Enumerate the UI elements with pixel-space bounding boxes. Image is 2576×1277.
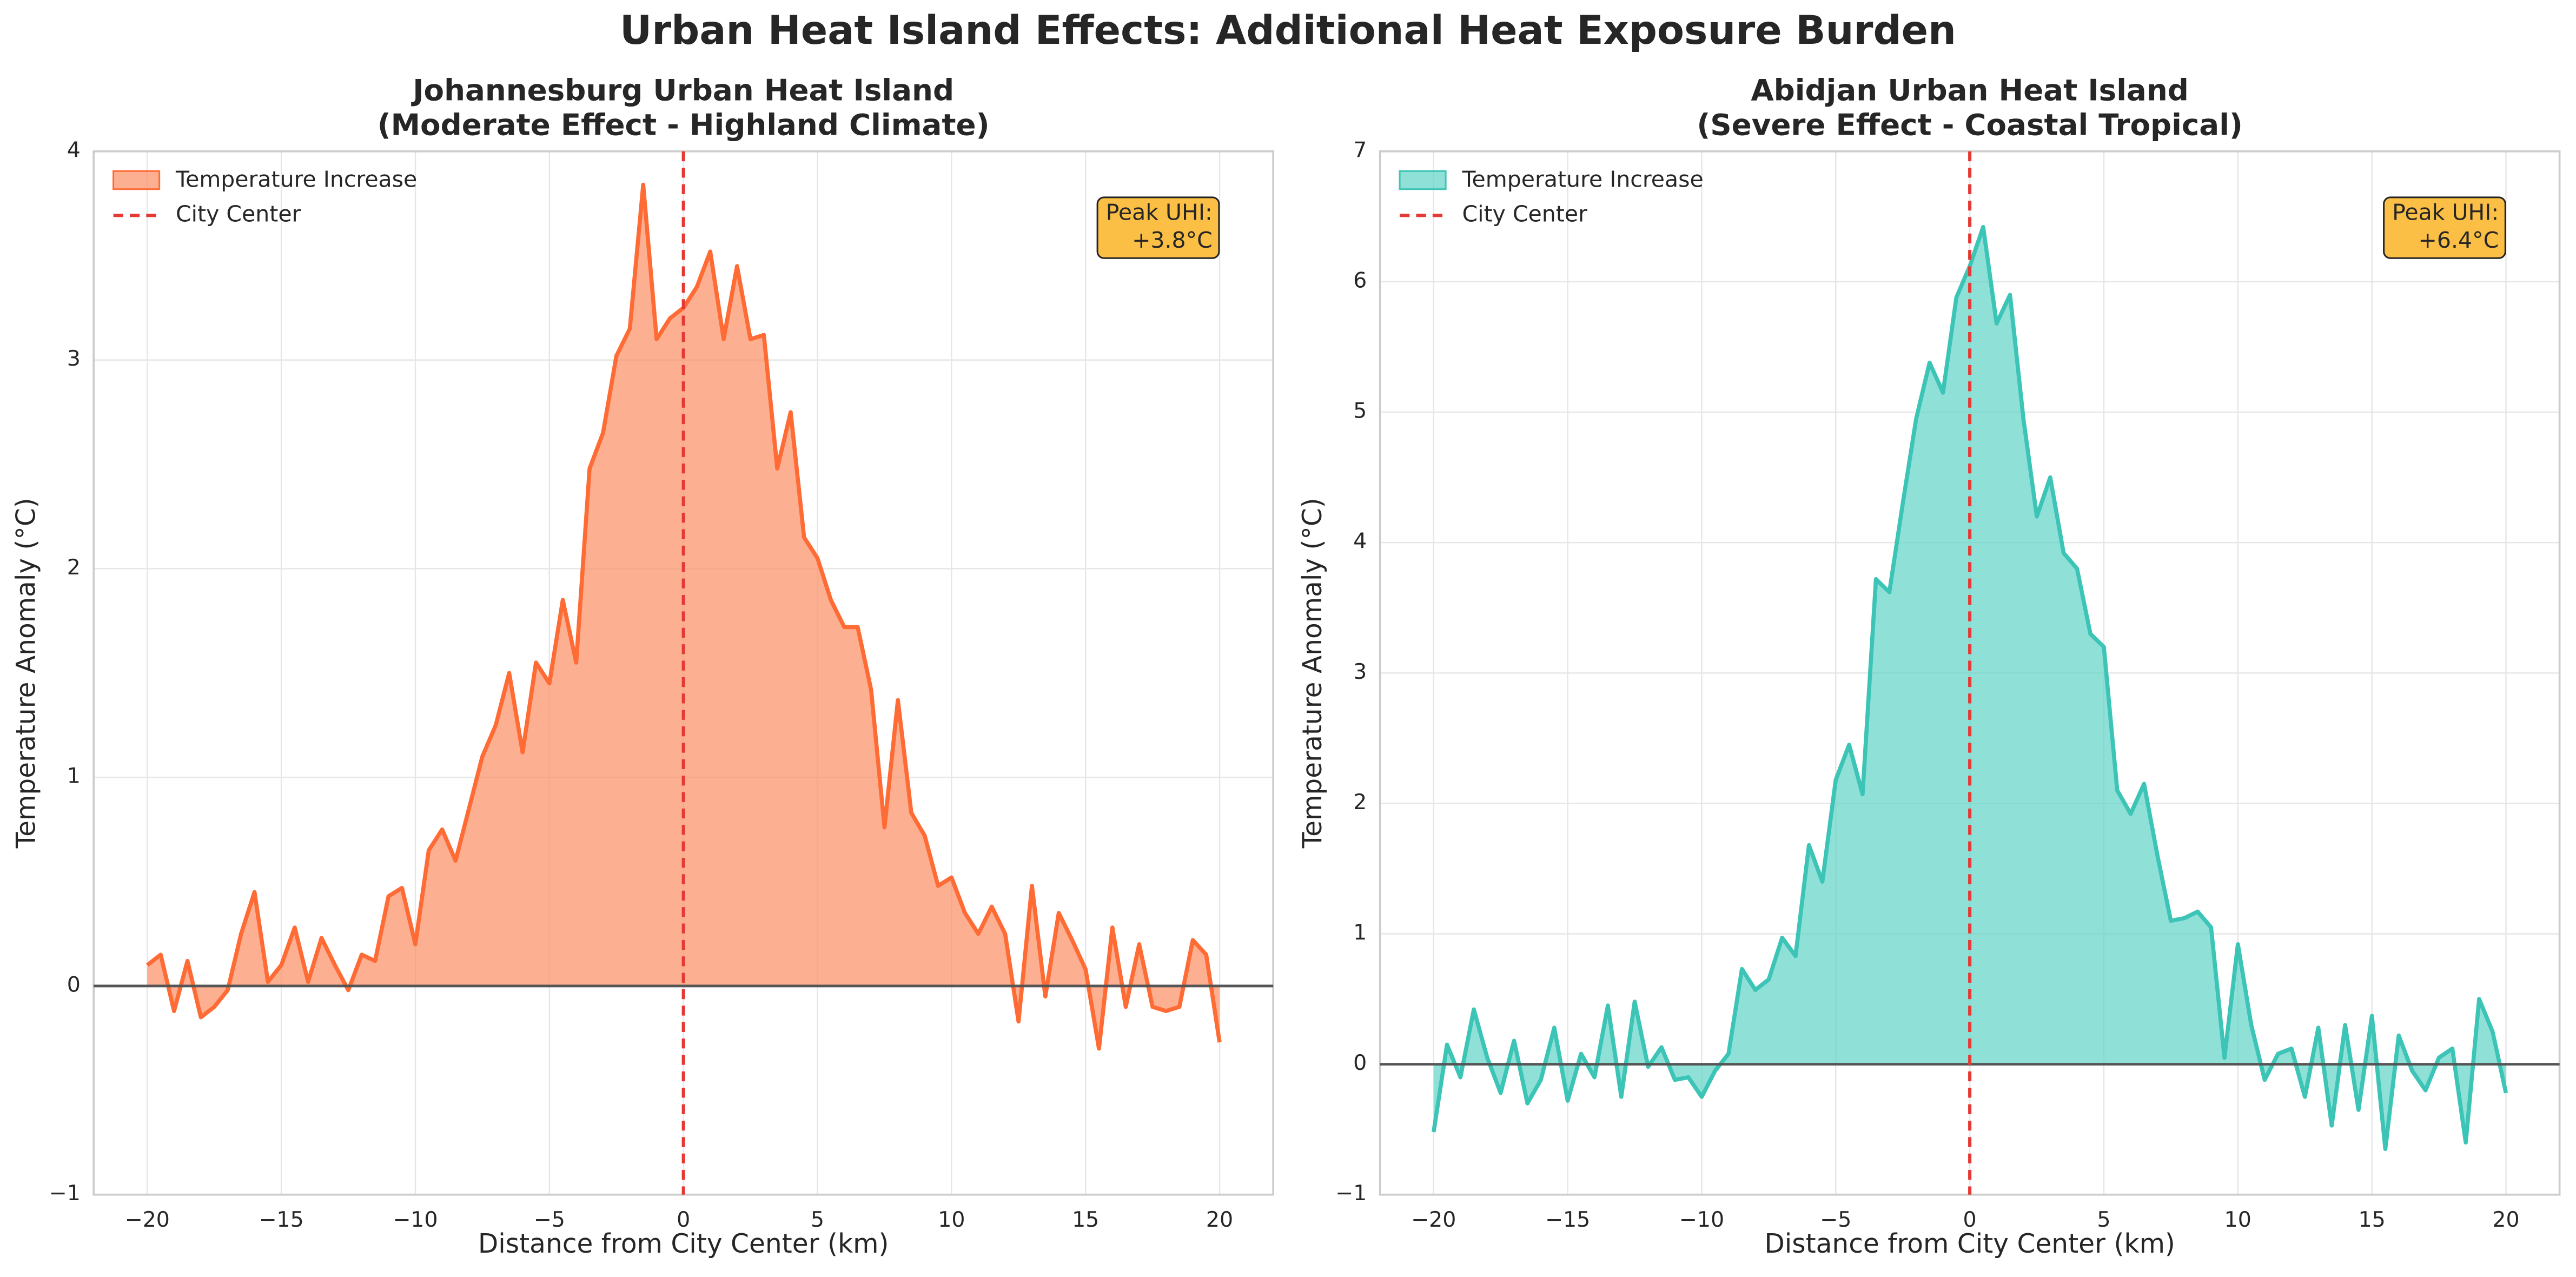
line (1431, 224, 2508, 1152)
x-tick-label: −10 (1679, 1207, 1724, 1232)
area (1433, 227, 2506, 1149)
x-tick-label: −15 (1545, 1207, 1590, 1232)
x-tick-label: 10 (2224, 1207, 2251, 1232)
annotation-text: +3.8°C (1132, 227, 1213, 253)
y-tick-label: 2 (67, 555, 81, 580)
legend-label: Temperature Increase (175, 167, 417, 193)
y-tick-label: 0 (67, 972, 81, 997)
x-tick-label: −20 (1411, 1207, 1456, 1232)
x-axis-label: Distance from City Center (km) (1764, 1229, 2175, 1259)
x-tick-label: 20 (1206, 1207, 1233, 1232)
x-tick-label: 0 (677, 1207, 690, 1232)
x-tick-label: −10 (393, 1207, 438, 1232)
y-tick-label: −1 (1335, 1181, 1367, 1206)
y-tick-label: 0 (1353, 1050, 1367, 1075)
subplot-title: Abidjan Urban Heat Island (Severe Effect … (1697, 73, 2243, 142)
legend-label: City Center (176, 201, 301, 227)
title-line: Abidjan Urban Heat Island (1751, 73, 2189, 108)
legend-swatch (1399, 170, 1447, 190)
legend-label: Temperature Increase (1461, 167, 1703, 193)
y-tick-label: 6 (1353, 268, 1367, 293)
y-axis-label: Temperature Anomaly (°C) (11, 498, 42, 849)
x-tick-label: 5 (2097, 1207, 2110, 1232)
title-line: Johannesburg Urban Heat Island (410, 73, 954, 108)
y-tick-label: 3 (1353, 659, 1367, 684)
annotation-box (1096, 196, 1220, 259)
x-tick-label: 15 (2359, 1207, 2386, 1232)
y-tick-label: −1 (49, 1181, 81, 1206)
y-tick-label: 4 (1353, 529, 1367, 554)
annotation-text: Peak UHI: (2392, 199, 2499, 225)
y-tick-label: 4 (67, 137, 81, 162)
y-tick-label: 2 (1353, 790, 1367, 815)
y-tick-label: 5 (1353, 399, 1367, 424)
annotation-box (2383, 196, 2506, 259)
x-axis-label: Distance from City Center (km) (478, 1229, 889, 1259)
x-tick-label: −5 (534, 1207, 565, 1232)
x-tick-label: 20 (2492, 1207, 2519, 1232)
x-tick-label: 15 (1072, 1207, 1099, 1232)
x-tick-label: −15 (259, 1207, 303, 1232)
subplot-title: Johannesburg Urban Heat Island (Moderate … (378, 73, 990, 142)
title-line: (Moderate Effect - Highland Climate) (378, 107, 990, 142)
title-line: (Severe Effect - Coastal Tropical) (1697, 107, 2243, 142)
figure-title: Urban Heat Island Effects: Additional He… (620, 8, 1956, 54)
y-tick-label: 3 (67, 346, 81, 371)
subplot: Abidjan Urban Heat Island (Severe Effect … (1297, 73, 2561, 1259)
y-axis-label: Temperature Anomaly (°C) (1297, 498, 1328, 849)
x-tick-label: 0 (1963, 1207, 1977, 1232)
legend-swatch (112, 170, 161, 190)
y-tick-label: 1 (67, 764, 81, 789)
subplot: Johannesburg Urban Heat Island (Moderate … (11, 73, 1274, 1259)
x-tick-label: 10 (938, 1207, 965, 1232)
y-tick-label: 7 (1353, 137, 1367, 162)
y-tick-label: 1 (1353, 920, 1367, 945)
x-tick-label: −5 (1820, 1207, 1851, 1232)
legend-label: City Center (1462, 201, 1587, 227)
x-tick-label: 5 (811, 1207, 824, 1232)
x-tick-label: −20 (125, 1207, 170, 1232)
annotation-text: Peak UHI: (1106, 199, 1213, 225)
annotation-text: +6.4°C (2419, 227, 2499, 253)
